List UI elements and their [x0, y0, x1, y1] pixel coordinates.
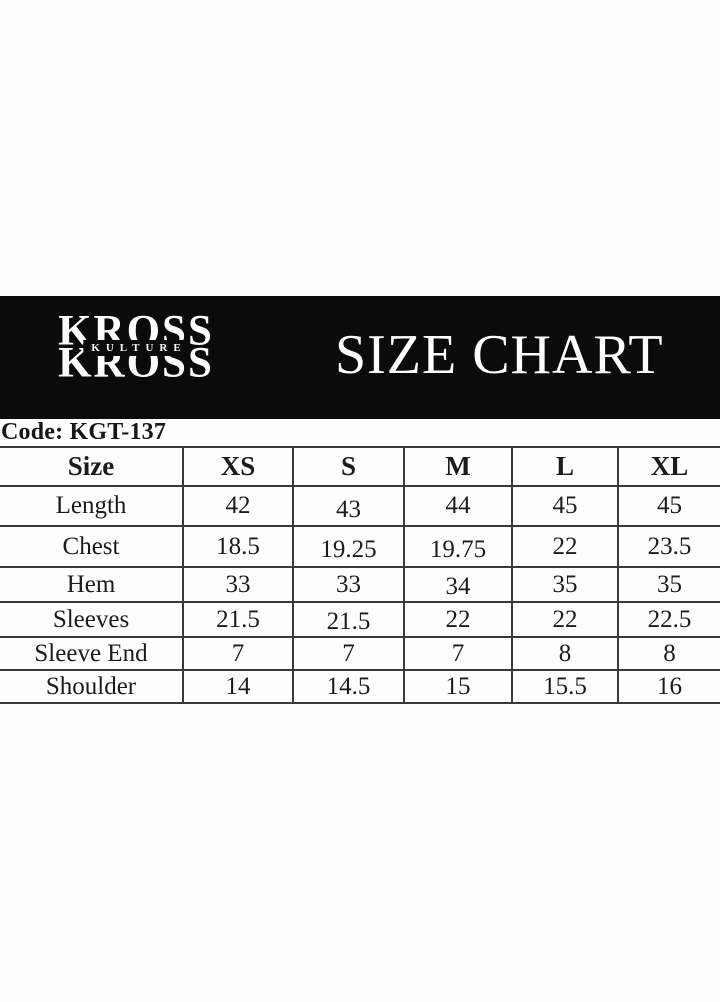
table-cell: 7	[403, 637, 512, 670]
row-label: Length	[55, 492, 127, 519]
table-cell: 7	[182, 637, 293, 670]
table-header-row: Size XS S M L XL	[0, 447, 720, 486]
table-cell: 33	[292, 567, 404, 602]
table-header-cell: M	[403, 447, 512, 486]
size-table-body: Length 42 43 44 45 45 Chest 18.5 19.25 19.75 22 23.…	[0, 486, 720, 703]
row-label: Hem	[66, 570, 116, 598]
table-cell: 15.5	[511, 670, 618, 703]
table-header-cell: XS	[182, 447, 293, 486]
table-row: Sleeve End 7 7 7 8 8	[0, 637, 720, 670]
table-header-cell: XL	[617, 447, 720, 486]
table-cell: 34	[403, 567, 512, 602]
table-cell: 35	[617, 567, 720, 602]
brand-banner: KROSS KROSS KULTURE SIZE CHART	[0, 296, 720, 419]
table-cell: 44	[403, 486, 512, 526]
table-cell: 35	[511, 567, 618, 602]
table-row: Chest 18.5 19.25 19.75 22 23.5	[0, 526, 720, 567]
row-label: Sleeve End	[34, 639, 148, 667]
table-cell: 8	[511, 637, 618, 670]
size-table: Size XS S M L XL Length 42 43 44 45 45 Chest 18.5 19.…	[0, 446, 720, 704]
table-cell: 14	[182, 670, 293, 703]
table-cell: 15	[403, 670, 512, 703]
table-cell: 43	[292, 486, 404, 526]
table-row: Shoulder 14 14.5 15 15.5 16	[0, 670, 720, 703]
table-cell: 19.75	[403, 526, 512, 567]
table-cell: 14.5	[292, 670, 404, 703]
row-label: Chest	[62, 532, 120, 560]
brand-logo: KROSS KROSS KULTURE	[50, 309, 222, 385]
logo-subbrand: KULTURE	[83, 340, 189, 356]
table-cell: 42	[182, 486, 293, 526]
table-cell: 19.25	[292, 526, 404, 567]
table-cell: 22	[511, 526, 618, 567]
row-label: Shoulder	[45, 672, 137, 700]
row-label: Sleeves	[52, 605, 130, 633]
size-table-head: Size XS S M L XL	[0, 447, 720, 486]
table-header-cell: Size	[67, 451, 115, 481]
table-cell: 21.5	[292, 602, 404, 637]
table-cell: 21.5	[182, 602, 293, 637]
product-code: Code: KGT-137	[1, 419, 167, 445]
table-cell: 18.5	[182, 526, 293, 567]
table-cell: 7	[292, 637, 404, 670]
page-title: SIZE CHART	[335, 324, 664, 386]
table-cell: 23.5	[617, 526, 720, 567]
table-header-cell: S	[292, 447, 404, 486]
table-cell: 33	[182, 567, 293, 602]
table-cell: 45	[617, 486, 720, 526]
table-cell: 8	[617, 637, 720, 670]
table-cell: 22	[511, 602, 618, 637]
table-cell: 22.5	[617, 602, 720, 637]
table-header-cell: L	[511, 447, 618, 486]
table-row: Length 42 43 44 45 45	[0, 486, 720, 526]
table-cell: 22	[403, 602, 512, 637]
table-cell: 45	[511, 486, 618, 526]
table-row: Hem 33 33 34 35 35	[0, 567, 720, 602]
table-row: Sleeves 21.5 21.5 22 22 22.5	[0, 602, 720, 637]
table-cell: 16	[617, 670, 720, 703]
